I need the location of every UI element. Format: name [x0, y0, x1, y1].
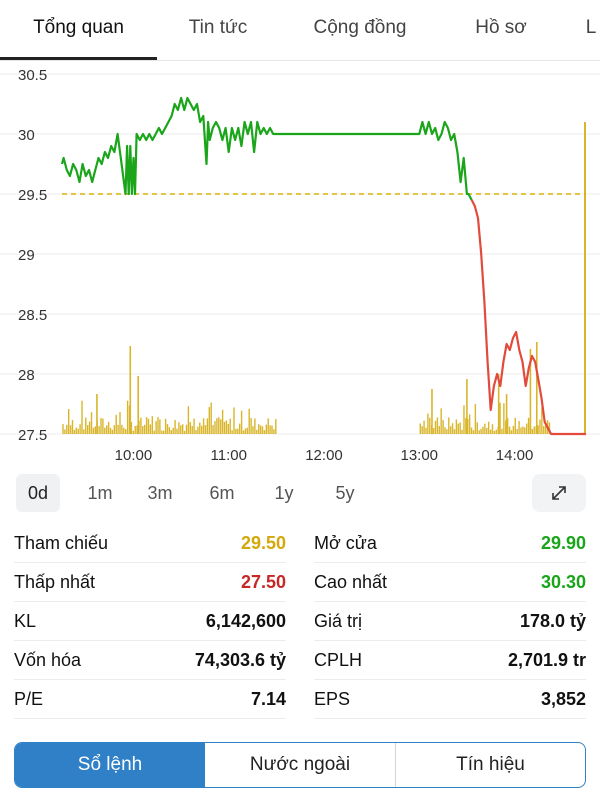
tab-overview[interactable]: Tổng quan	[33, 17, 124, 38]
segment-divider	[395, 743, 396, 787]
stat-label: Thấp nhất	[14, 572, 96, 592]
stat-label: CPLH	[314, 650, 363, 670]
timeframe-1m[interactable]: 1m	[87, 483, 113, 503]
stat-value: 3,852	[540, 689, 586, 709]
timeframe-1y[interactable]: 1y	[274, 483, 294, 503]
stat-value: 30.30	[540, 572, 586, 592]
intraday-price-chart[interactable]: 30.5 30 29.5 29 28.5 28 27.5 10:00 11:00 12:00 13…	[0, 62, 600, 472]
stat-high: Cao nhất 30.30	[314, 563, 586, 602]
stat-label: KL	[14, 611, 37, 631]
stat-eps: EPS 3,852	[314, 680, 586, 719]
timeframe-selector: 0d 1m 3m 6m 1y 5y	[0, 474, 600, 514]
stat-value: 7.14	[250, 689, 286, 709]
tab-community[interactable]: Cộng đồng	[313, 17, 407, 38]
tab-signals[interactable]: Tín hiệu	[456, 754, 525, 775]
y-tick-label: 29.5	[18, 187, 47, 204]
x-tick-label: 13:00	[400, 447, 438, 464]
stat-value: 29.50	[240, 533, 286, 553]
tab-news[interactable]: Tin tức	[188, 17, 248, 38]
stats-row: P/E 7.14 EPS 3,852	[0, 680, 600, 719]
stat-volume: KL 6,142,600	[14, 602, 286, 641]
x-tick-label: 12:00	[305, 447, 343, 464]
stat-reference: Tham chiếu 29.50	[14, 524, 286, 563]
bottom-segmented-control: Sổ lệnh Nước ngoài Tín hiệu	[14, 742, 586, 788]
stat-label: EPS	[314, 689, 351, 709]
expand-arrows-icon	[552, 486, 566, 500]
x-tick-label: 10:00	[115, 447, 153, 464]
chart-svg: 30.5 30 29.5 29 28.5 28 27.5 10:00 11:00 12:00 13…	[0, 67, 600, 464]
stat-value: 6,142,600	[205, 611, 286, 631]
stat-market-cap: Vốn hóa 74,303.6 tỷ	[14, 641, 286, 680]
stat-value: 27.50	[240, 572, 286, 592]
y-tick-label: 28.5	[18, 307, 47, 324]
price-line-segment	[60, 96, 473, 201]
stats-row: Thấp nhất 27.50 Cao nhất 30.30	[0, 563, 600, 602]
stat-value: 74,303.6 tỷ	[194, 650, 286, 670]
stat-value: 29.90	[540, 533, 586, 553]
y-tick-label: 27.5	[18, 427, 47, 444]
timeframe-3m[interactable]: 3m	[147, 483, 173, 503]
y-tick-label: 29	[18, 247, 35, 264]
price-line-segment	[470, 199, 586, 436]
stats-row: Tham chiếu 29.50 Mở cửa 29.90	[0, 524, 600, 563]
stat-label: Tham chiếu	[14, 533, 109, 553]
y-tick-label: 30	[18, 127, 35, 144]
tab-more[interactable]: L	[585, 17, 597, 38]
x-tick-label: 11:00	[211, 447, 247, 464]
stat-low: Thấp nhất 27.50	[14, 563, 286, 602]
timeframe-0d[interactable]: 0d	[16, 474, 60, 512]
y-tick-label: 30.5	[18, 67, 47, 84]
stat-value-traded: Giá trị 178.0 tỷ	[314, 602, 586, 641]
expand-chart-button[interactable]	[532, 474, 586, 512]
stat-label: Giá trị	[314, 611, 363, 631]
tab-order-book[interactable]: Sổ lệnh	[15, 743, 205, 787]
stat-value: 2,701.9 tr	[507, 650, 586, 670]
x-tick-label: 14:00	[496, 447, 534, 464]
stats-row: Vốn hóa 74,303.6 tỷ CPLH 2,701.9 tr	[0, 641, 600, 680]
stats-row: KL 6,142,600 Giá trị 178.0 tỷ	[0, 602, 600, 641]
stat-label: Mở cửa	[314, 533, 377, 553]
stat-label: Cao nhất	[314, 572, 388, 592]
timeframe-6m[interactable]: 6m	[209, 483, 235, 503]
stat-value: 178.0 tỷ	[519, 611, 586, 631]
active-tab-indicator	[0, 57, 157, 60]
stat-open: Mở cửa 29.90	[314, 524, 586, 563]
y-tick-label: 28	[18, 367, 35, 384]
stat-label: P/E	[14, 689, 44, 709]
stat-pe: P/E 7.14	[14, 680, 286, 719]
tab-profile[interactable]: Hồ sơ	[475, 17, 527, 38]
stat-label: Vốn hóa	[14, 650, 82, 670]
stat-shares-outstanding: CPLH 2,701.9 tr	[314, 641, 586, 680]
top-tab-bar: Tổng quan Tin tức Cộng đồng Hồ sơ L	[0, 0, 600, 61]
timeframe-5y[interactable]: 5y	[335, 483, 355, 503]
tab-foreign[interactable]: Nước ngoài	[249, 754, 351, 775]
